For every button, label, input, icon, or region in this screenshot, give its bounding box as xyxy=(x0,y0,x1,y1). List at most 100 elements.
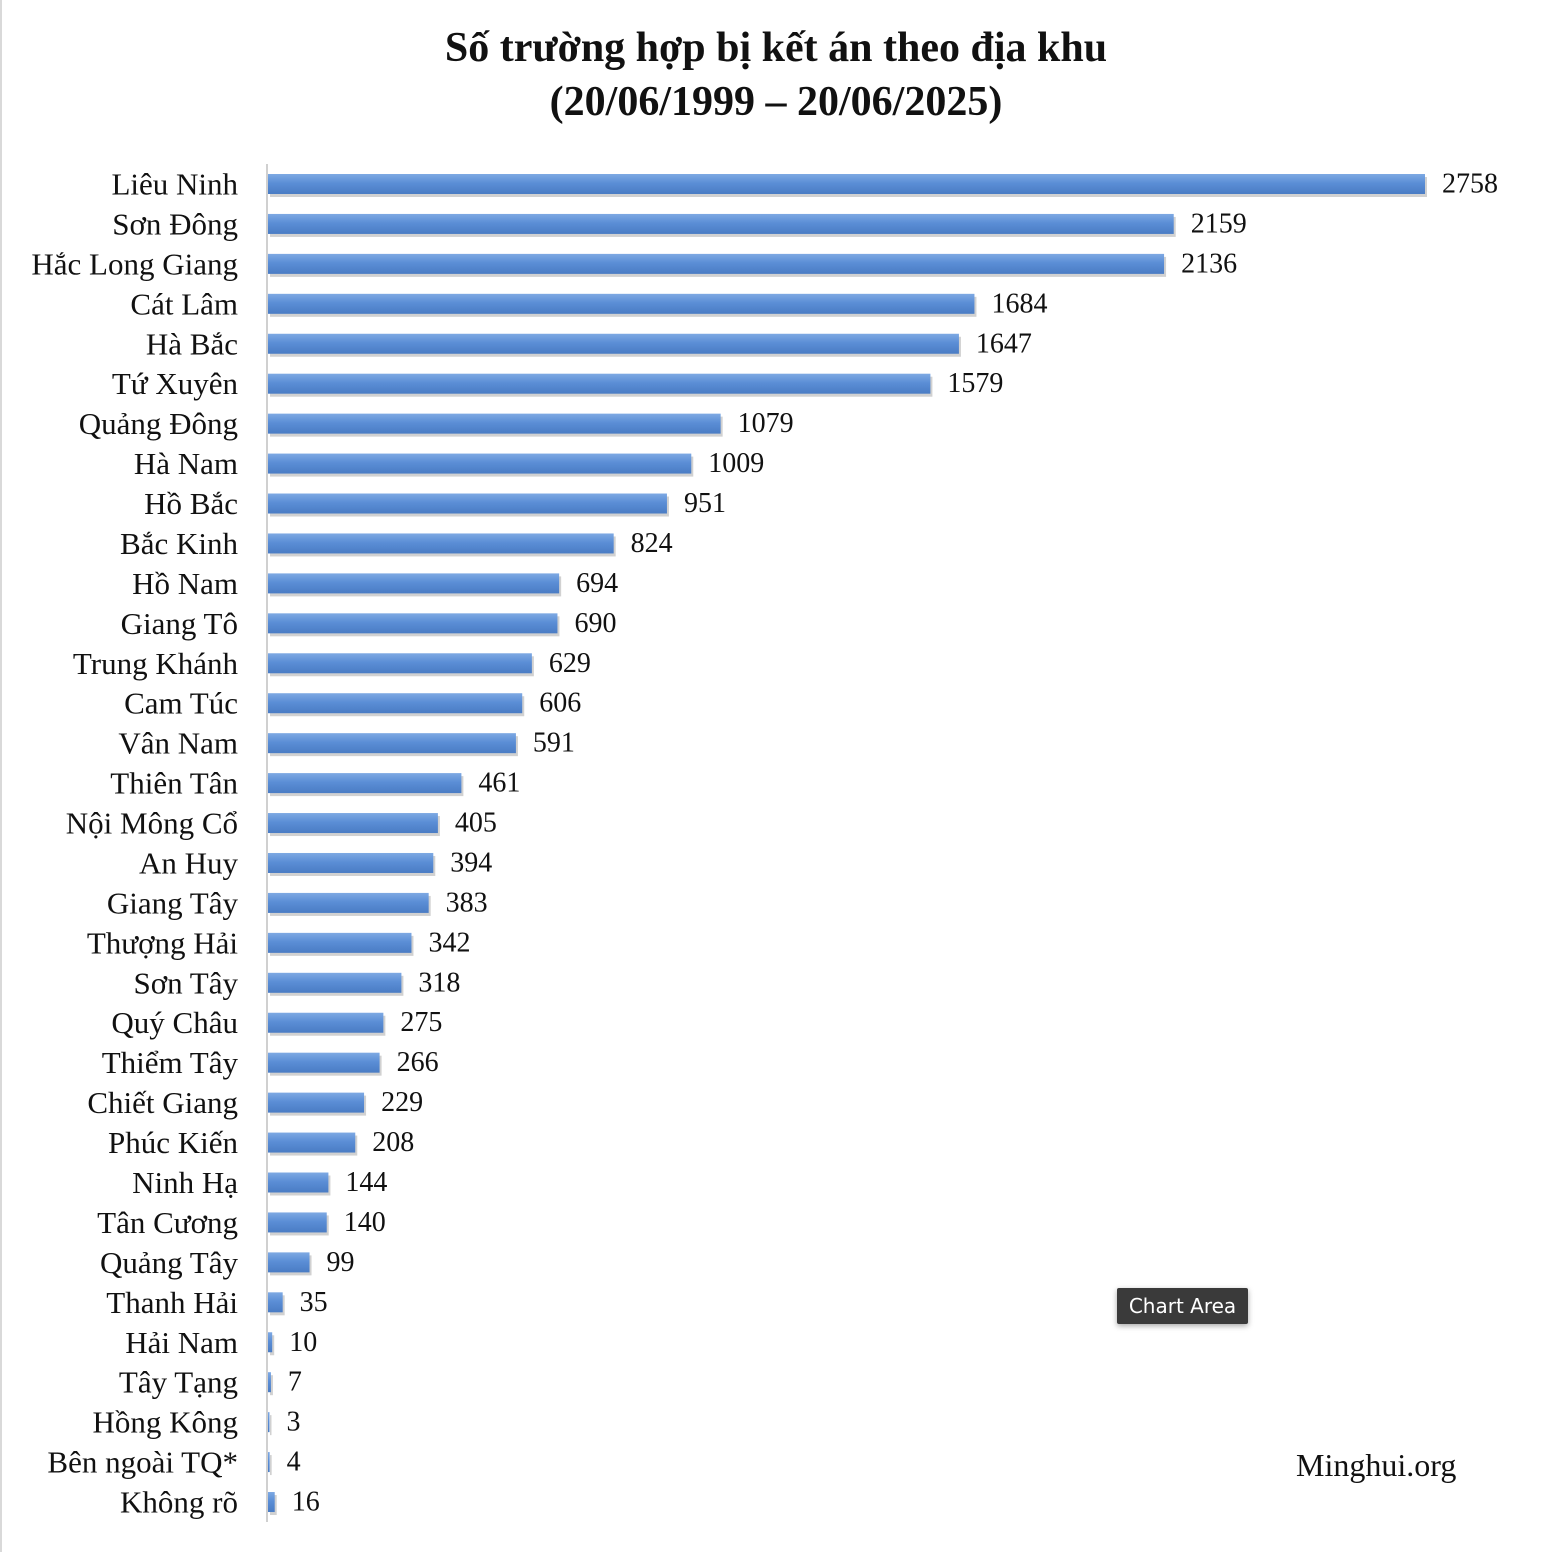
bar[interactable] xyxy=(268,413,721,434)
data-label: 318 xyxy=(418,967,460,998)
bar[interactable] xyxy=(268,852,434,873)
data-label: 694 xyxy=(576,568,618,599)
category-label: Ninh Hạ xyxy=(132,1165,238,1200)
bar[interactable] xyxy=(268,174,1425,194)
bar[interactable] xyxy=(268,1292,283,1313)
chart-area-tooltip: Chart Area xyxy=(1117,1288,1248,1324)
bar[interactable] xyxy=(268,813,438,834)
data-label: 1647 xyxy=(976,328,1032,359)
category-label: Không rõ xyxy=(120,1485,238,1520)
category-label: Nội Mông Cổ xyxy=(66,806,238,841)
bar-shadow xyxy=(270,1415,272,1436)
bar[interactable] xyxy=(268,613,558,634)
category-label: Hải Nam xyxy=(125,1325,238,1360)
category-label: Tứ Xuyên xyxy=(112,366,239,401)
data-label: 7 xyxy=(288,1367,302,1398)
data-label: 690 xyxy=(574,608,616,639)
bar-shadow xyxy=(270,1375,273,1396)
category-label: Thiên Tân xyxy=(110,766,238,801)
data-label: 229 xyxy=(381,1087,423,1118)
bar[interactable] xyxy=(268,1132,356,1153)
bar[interactable] xyxy=(268,373,931,394)
bar[interactable] xyxy=(268,533,614,554)
data-label: 2159 xyxy=(1191,208,1247,239)
data-label: 591 xyxy=(533,728,575,759)
bar[interactable] xyxy=(268,693,523,714)
category-label: Vân Nam xyxy=(118,726,238,761)
category-label: Phúc Kiến xyxy=(108,1125,239,1160)
data-label: 208 xyxy=(372,1127,414,1158)
category-label: Trung Khánh xyxy=(73,646,239,681)
category-label: Sơn Tây xyxy=(133,965,238,1000)
bar[interactable] xyxy=(268,653,532,674)
data-label: 144 xyxy=(345,1167,387,1198)
data-label: 1079 xyxy=(738,408,794,439)
chart-subtitle: (20/06/1999 – 20/06/2025) xyxy=(549,79,1003,125)
category-label: Cam Túc xyxy=(124,686,238,721)
category-label: Tân Cương xyxy=(97,1205,238,1240)
category-label: Hà Bắc xyxy=(146,326,238,361)
bar[interactable] xyxy=(268,733,516,754)
data-label: 4 xyxy=(287,1447,301,1478)
bar[interactable] xyxy=(268,253,1165,274)
bar[interactable] xyxy=(268,293,975,314)
bar[interactable] xyxy=(268,1412,270,1433)
bar[interactable] xyxy=(268,573,560,594)
bar[interactable] xyxy=(268,1212,327,1233)
category-label: Thiểm Tây xyxy=(102,1045,239,1080)
category-label: Hắc Long Giang xyxy=(31,246,238,281)
data-label: 1579 xyxy=(947,368,1003,399)
bar[interactable] xyxy=(268,1092,365,1113)
bar[interactable] xyxy=(268,213,1174,234)
data-label: 951 xyxy=(684,488,726,519)
window-left-edge xyxy=(0,0,2,1552)
data-label: 16 xyxy=(292,1487,320,1518)
data-label: 10 xyxy=(289,1327,317,1358)
data-label: 35 xyxy=(300,1287,328,1318)
category-label: Tây Tạng xyxy=(119,1365,238,1400)
bar[interactable] xyxy=(268,1012,384,1033)
category-label: An Huy xyxy=(139,845,239,880)
bar[interactable] xyxy=(268,1052,380,1073)
bar[interactable] xyxy=(268,333,959,354)
bar[interactable] xyxy=(268,1332,273,1353)
bar[interactable] xyxy=(268,1492,275,1513)
data-label: 405 xyxy=(455,808,497,839)
bar[interactable] xyxy=(268,773,462,794)
category-label: Quý Châu xyxy=(111,1005,238,1040)
bar[interactable] xyxy=(268,932,412,953)
data-label: 3 xyxy=(287,1407,301,1438)
bar[interactable] xyxy=(268,1452,270,1473)
category-label: Hồ Bắc xyxy=(144,486,238,521)
data-label: 1009 xyxy=(708,448,764,479)
category-label: Quảng Tây xyxy=(100,1245,239,1280)
bar[interactable] xyxy=(268,892,429,913)
category-label: Hồ Nam xyxy=(132,566,238,601)
category-label: Giang Tây xyxy=(107,885,239,920)
category-label: Hà Nam xyxy=(134,446,238,481)
data-label: 275 xyxy=(400,1007,442,1038)
data-label: 383 xyxy=(446,887,488,918)
category-label: Cát Lâm xyxy=(130,286,238,321)
bar[interactable] xyxy=(268,1372,271,1393)
category-label: Hồng Kông xyxy=(92,1405,238,1440)
bar[interactable] xyxy=(268,493,667,514)
category-label: Sơn Đông xyxy=(112,206,238,241)
bar-shadow xyxy=(270,1455,272,1476)
data-label: 342 xyxy=(428,927,470,958)
category-label: Bắc Kinh xyxy=(120,526,238,561)
data-label: 99 xyxy=(327,1247,355,1278)
bar[interactable] xyxy=(268,972,402,993)
bar[interactable] xyxy=(268,453,692,474)
data-label: 2758 xyxy=(1442,169,1498,200)
data-label: 2136 xyxy=(1181,248,1237,279)
bar[interactable] xyxy=(268,1252,310,1273)
category-label: Giang Tô xyxy=(121,606,238,641)
chart-title: Số trường hợp bị kết án theo địa khu xyxy=(444,25,1108,71)
data-label: 266 xyxy=(397,1047,439,1078)
category-label: Bên ngoài TQ* xyxy=(47,1445,238,1480)
data-label: 606 xyxy=(539,688,581,719)
category-label: Chiết Giang xyxy=(87,1085,238,1120)
bar[interactable] xyxy=(268,1172,329,1193)
